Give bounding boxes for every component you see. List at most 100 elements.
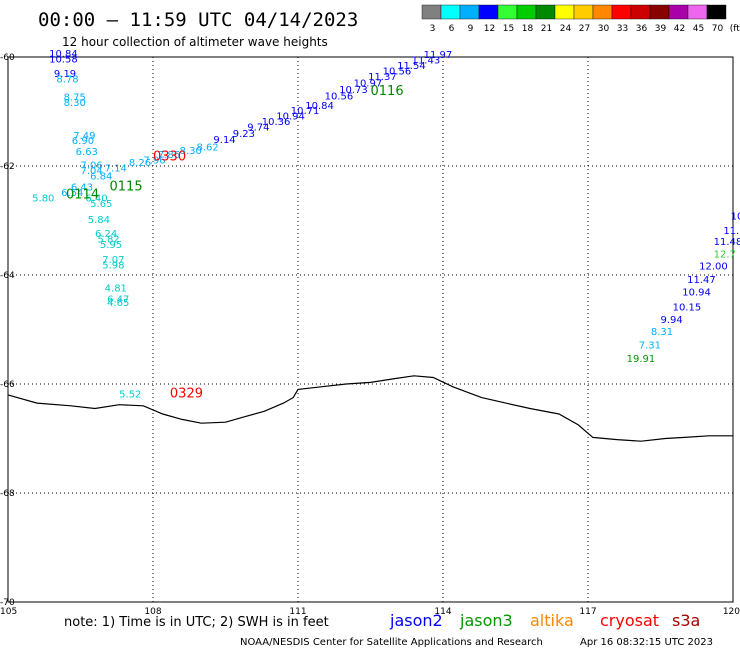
wave-height-label: 11.48 (714, 237, 740, 248)
wave-height-label: 5.98 (102, 260, 124, 271)
lat-lon-grid (8, 57, 733, 602)
wave-height-label: 10.84 (49, 49, 78, 60)
y-tick-label: -60 (0, 53, 15, 63)
wave-height-label: 7.04 (81, 166, 103, 177)
color-swatch (649, 4, 670, 20)
x-tick-label: 105 (0, 607, 17, 617)
color-scale-label: 6 (449, 24, 455, 34)
satellite-name-altika: altika (530, 611, 574, 630)
color-scale-label: 27 (579, 24, 590, 34)
color-swatch (516, 4, 537, 20)
color-swatch (706, 4, 727, 20)
color-scale-label: 39 (655, 24, 667, 34)
wave-height-label: 7.49 (73, 131, 95, 142)
satellite-legend: jason2 jason3 altika cryosat s3a (389, 611, 700, 630)
pass-time-label: 0330 (153, 150, 186, 165)
pass-time-label: 0114 (66, 188, 99, 203)
wave-height-label: 10.56 (325, 92, 354, 103)
wave-height-label: 9.14 (213, 135, 235, 146)
wave-height-label: 9.19 (54, 69, 76, 80)
wave-height-label: 10.94 (682, 288, 711, 299)
wave-height-label: 8.30 (64, 98, 86, 109)
wave-height-label: 8.62 (197, 143, 219, 154)
color-swatch (459, 4, 480, 20)
color-swatch (592, 4, 613, 20)
wave-height-label: 10.71 (291, 106, 320, 117)
color-swatch (535, 4, 556, 20)
wave-height-label: 6.84 (90, 172, 112, 183)
wave-height-label: 6.54 (61, 188, 83, 199)
wave-height-label: 6.43 (71, 183, 93, 194)
wave-height-label: 11.43 (412, 56, 441, 67)
wave-height-label: 10.56 (383, 66, 412, 77)
color-scale-label: 70 (712, 24, 724, 34)
latitude-tick-labels: -60 -62 -64 -66 -68 -70 (0, 53, 15, 608)
wave-height-label: 11.54 (397, 61, 426, 72)
wave-height-label: 10.94 (276, 112, 305, 123)
color-scale-label: 42 (674, 24, 685, 34)
color-scale-label: 30 (598, 24, 610, 34)
satellite-name-cryosat: cryosat (600, 611, 659, 630)
color-swatch (573, 4, 594, 20)
wave-height-label: 7.96 (143, 155, 165, 166)
wave-height-label: 7.07 (102, 255, 124, 266)
footer-timestamp: Apr 16 08:32:15 UTC 2023 (580, 637, 713, 648)
wave-height-label: 6.63 (76, 147, 98, 158)
color-scale-label: 3 (430, 24, 436, 34)
color-swatch (611, 4, 632, 20)
color-scale-label: (ft) (730, 24, 740, 34)
pass-time-label: 0115 (110, 180, 143, 195)
antarctic-coastline (7, 375, 733, 442)
wave-height-label: 9.74 (247, 123, 269, 134)
chart-subtitle: 12 hour collection of altimeter wave hei… (62, 35, 328, 49)
color-swatch (668, 4, 689, 20)
wave-height-label: 6.40 (85, 193, 107, 204)
color-scale-label: 45 (693, 24, 704, 34)
wave-height-label: 10.15 (673, 302, 702, 313)
wave-height-label: 8.75 (64, 93, 86, 104)
wave-height-label: 8.30 (180, 146, 202, 157)
wave-height-label: 11. (723, 226, 739, 237)
wave-height-label: 10.84 (305, 101, 334, 112)
wave-height-label: 12.00 (699, 262, 728, 273)
wave-height-label: 5.95 (100, 240, 122, 251)
pass-time-label: 0329 (170, 387, 203, 402)
footer-credit: NOAA/NESDIS Center for Satellite Applica… (240, 637, 543, 648)
wave-height-label: 10 (731, 211, 740, 222)
wave-height-label: 11.37 (368, 72, 397, 83)
satellite-name-jason3: jason3 (459, 611, 513, 630)
color-scale-label: 12 (484, 24, 495, 34)
wave-height-label: 5.84 (88, 215, 110, 226)
x-tick-label: 117 (579, 607, 596, 617)
color-scale-label: 9 (468, 24, 474, 34)
wave-height-label: 6.24 (95, 229, 117, 240)
x-tick-label: 108 (144, 607, 161, 617)
color-swatch (554, 4, 575, 20)
wave-height-label: 10.73 (339, 85, 368, 96)
color-scale-label: 21 (541, 24, 552, 34)
longitude-tick-labels: 105 108 111 114 117 120 (0, 607, 740, 617)
wave-height-label: 8.78 (56, 75, 78, 86)
wave-height-label: 11.97 (424, 50, 453, 61)
wave-height-label: 7.86 (158, 150, 180, 161)
color-swatch (440, 4, 461, 20)
x-tick-label: 111 (289, 607, 306, 617)
wave-height-label: 10.97 (354, 78, 383, 89)
color-swatch (630, 4, 651, 20)
wave-height-label: 11.47 (687, 275, 716, 286)
wave-height-label: 7.14 (105, 163, 127, 174)
wave-height-label: 5.82 (97, 234, 119, 245)
wave-height-label: 19.91 (627, 354, 656, 365)
color-swatch (497, 4, 518, 20)
wave-height-label: 6.47 (107, 294, 129, 305)
wave-height-label: 9.94 (661, 315, 683, 326)
wave-height-label: 8.26 (129, 158, 151, 169)
color-scale-label: 33 (617, 24, 628, 34)
wave-height-label: 4.81 (105, 283, 127, 294)
color-swatch (421, 4, 442, 20)
y-tick-label: -66 (0, 380, 15, 390)
wave-height-label: 12.7 (714, 250, 736, 261)
wave-height-points: 10.8410.589.198.788.758.307.496.906.637.… (32, 49, 740, 401)
